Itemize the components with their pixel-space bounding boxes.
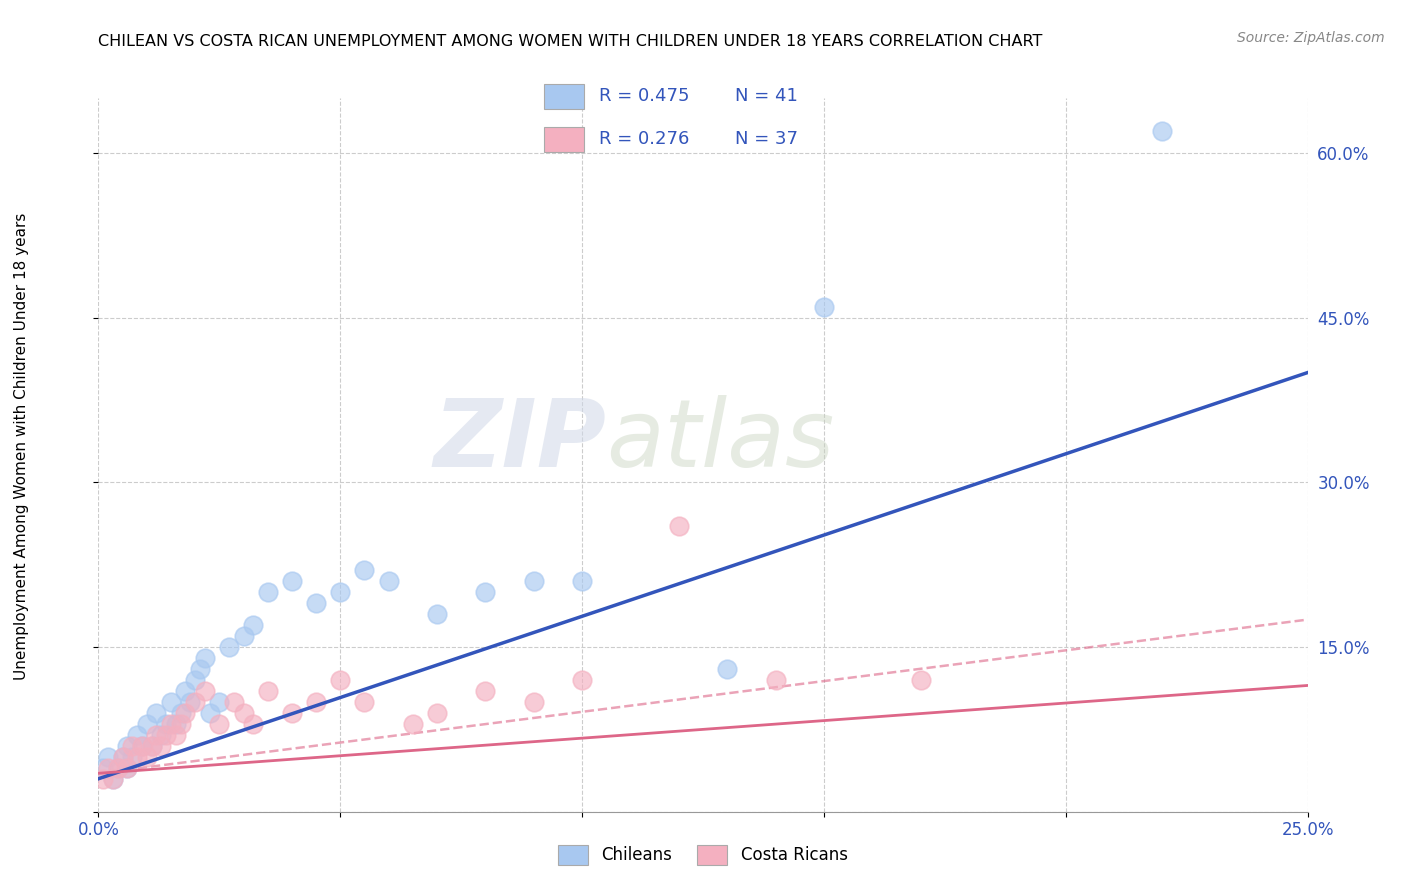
Point bbox=[160, 717, 183, 731]
Point bbox=[107, 761, 129, 775]
Point bbox=[97, 749, 120, 764]
Text: Unemployment Among Women with Children Under 18 years: Unemployment Among Women with Children U… bbox=[14, 212, 28, 680]
Text: N = 37: N = 37 bbox=[735, 130, 799, 148]
Point bbox=[232, 629, 254, 643]
Point bbox=[571, 673, 593, 687]
Point bbox=[145, 706, 167, 720]
Point bbox=[353, 563, 375, 577]
Point bbox=[571, 574, 593, 589]
Text: atlas: atlas bbox=[606, 395, 835, 486]
Point bbox=[127, 749, 149, 764]
Point bbox=[184, 695, 207, 709]
Point bbox=[329, 585, 352, 599]
Point bbox=[218, 640, 240, 654]
Point bbox=[716, 662, 738, 676]
Point bbox=[141, 739, 163, 753]
Point bbox=[353, 695, 375, 709]
Point bbox=[101, 772, 124, 786]
Point bbox=[141, 739, 163, 753]
Point bbox=[91, 761, 114, 775]
Point bbox=[305, 695, 328, 709]
Point bbox=[165, 728, 187, 742]
Point bbox=[232, 706, 254, 720]
Point bbox=[242, 717, 264, 731]
Point bbox=[155, 717, 177, 731]
Text: R = 0.475: R = 0.475 bbox=[599, 87, 690, 105]
Point bbox=[426, 706, 449, 720]
Point bbox=[377, 574, 399, 589]
Point bbox=[150, 728, 173, 742]
Point bbox=[135, 717, 157, 731]
Point bbox=[117, 739, 139, 753]
Point bbox=[194, 651, 217, 665]
Point bbox=[121, 749, 143, 764]
Point bbox=[121, 739, 143, 753]
Point bbox=[131, 739, 153, 753]
Point bbox=[91, 772, 114, 786]
Text: N = 41: N = 41 bbox=[735, 87, 799, 105]
Point bbox=[117, 761, 139, 775]
Point bbox=[1152, 124, 1174, 138]
Point bbox=[474, 585, 496, 599]
Point bbox=[426, 607, 449, 621]
Point bbox=[402, 717, 425, 731]
Point bbox=[97, 761, 120, 775]
Point bbox=[107, 761, 129, 775]
Point bbox=[813, 300, 835, 314]
Point bbox=[184, 673, 207, 687]
Point bbox=[305, 596, 328, 610]
Text: Source: ZipAtlas.com: Source: ZipAtlas.com bbox=[1237, 31, 1385, 45]
Point bbox=[169, 706, 191, 720]
Text: R = 0.276: R = 0.276 bbox=[599, 130, 689, 148]
Point bbox=[910, 673, 932, 687]
Point bbox=[131, 739, 153, 753]
Point bbox=[242, 618, 264, 632]
Point bbox=[256, 585, 278, 599]
Point bbox=[208, 695, 231, 709]
Point bbox=[145, 728, 167, 742]
Point bbox=[111, 749, 134, 764]
Point bbox=[101, 772, 124, 786]
Point bbox=[208, 717, 231, 731]
FancyBboxPatch shape bbox=[544, 127, 583, 152]
Text: ZIP: ZIP bbox=[433, 394, 606, 487]
Point bbox=[127, 728, 149, 742]
Text: CHILEAN VS COSTA RICAN UNEMPLOYMENT AMONG WOMEN WITH CHILDREN UNDER 18 YEARS COR: CHILEAN VS COSTA RICAN UNEMPLOYMENT AMON… bbox=[98, 34, 1043, 49]
Legend: Chileans, Costa Ricans: Chileans, Costa Ricans bbox=[551, 838, 855, 871]
Point bbox=[169, 717, 191, 731]
Point bbox=[765, 673, 787, 687]
Point bbox=[188, 662, 211, 676]
Point bbox=[160, 695, 183, 709]
Point bbox=[117, 761, 139, 775]
Point bbox=[179, 695, 201, 709]
Point bbox=[150, 739, 173, 753]
Point bbox=[135, 749, 157, 764]
Point bbox=[155, 728, 177, 742]
Point bbox=[523, 695, 546, 709]
Point bbox=[111, 749, 134, 764]
Point bbox=[174, 706, 197, 720]
Point bbox=[281, 574, 304, 589]
Point bbox=[523, 574, 546, 589]
Point bbox=[256, 684, 278, 698]
Point bbox=[198, 706, 221, 720]
Point bbox=[474, 684, 496, 698]
Point bbox=[329, 673, 352, 687]
Point bbox=[668, 519, 690, 533]
Point bbox=[194, 684, 217, 698]
Point bbox=[222, 695, 245, 709]
FancyBboxPatch shape bbox=[544, 84, 583, 109]
Point bbox=[174, 684, 197, 698]
Point bbox=[281, 706, 304, 720]
Point bbox=[165, 717, 187, 731]
